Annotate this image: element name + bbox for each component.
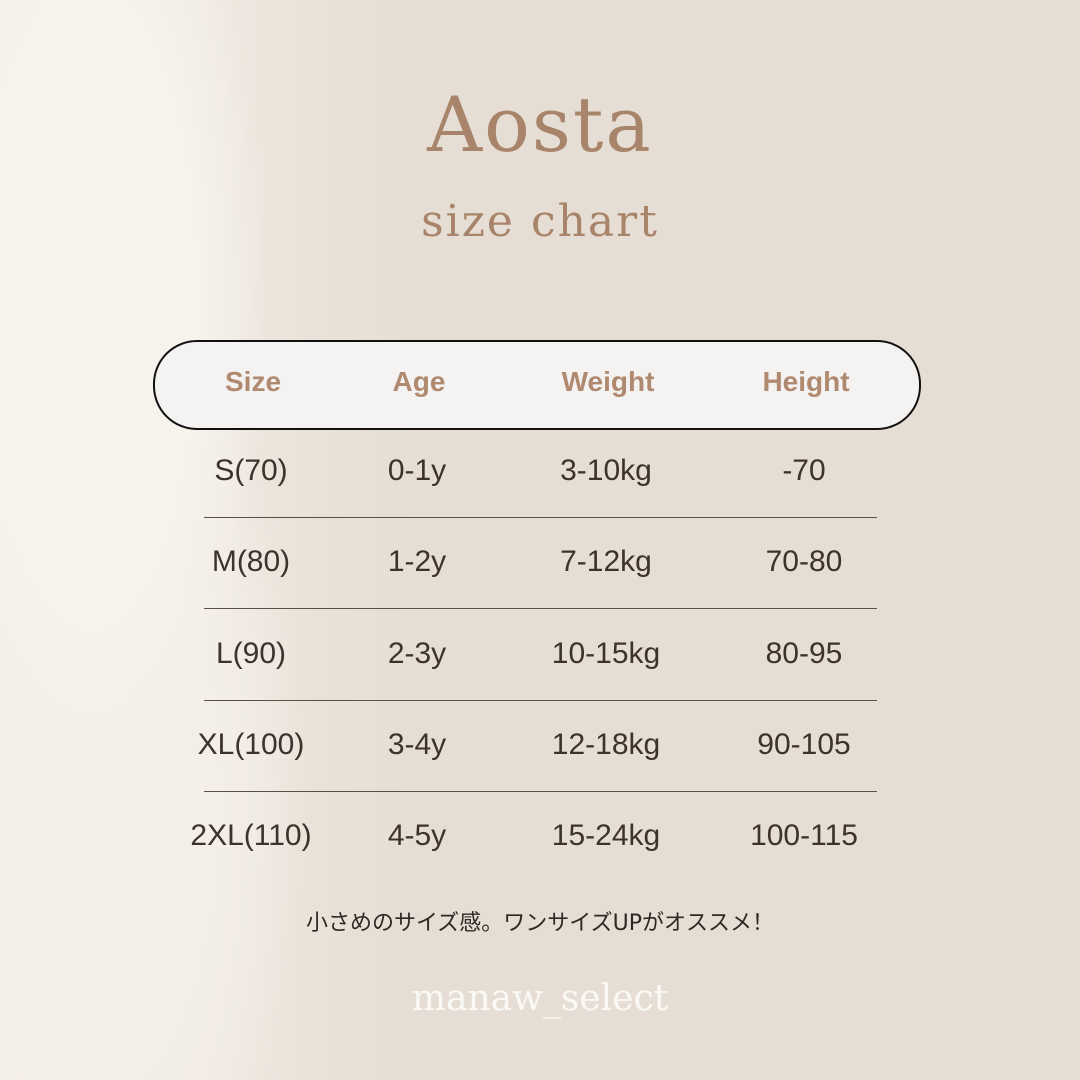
cell-weight: 15-24kg [551, 819, 661, 853]
footer-handle: manaw_select [411, 978, 669, 1019]
cell-height: -70 [782, 454, 826, 487]
cell-size: S(70) [214, 454, 288, 487]
cell-size: L(90) [215, 636, 287, 670]
table-row: L(90) 2-3y 10-15kg 80-95 [0, 637, 1080, 677]
table-row: S(70) 0-1y 3-10kg -70 [0, 454, 1080, 494]
row-divider [204, 608, 877, 610]
header-weight: Weight [561, 366, 655, 397]
header-height: Height [762, 366, 850, 397]
header-age: Age [392, 366, 446, 397]
cell-age: 2-3y [387, 636, 447, 670]
cell-size: M(80) [211, 545, 291, 579]
table-header: Size Age Weight Height [153, 340, 921, 430]
cell-weight: 12-18kg [551, 727, 661, 761]
table-row: M(80) 1-2y 7-12kg 70-80 [0, 545, 1080, 585]
row-divider [204, 517, 877, 518]
cell-height: 90-105 [757, 727, 851, 761]
cell-weight: 3-10kg [560, 454, 652, 487]
cell-age: 1-2y [387, 545, 447, 579]
subtitle: size chart [421, 196, 659, 247]
cell-size: XL(100) [197, 727, 305, 761]
cell-height: 100-115 [750, 819, 858, 853]
row-divider [204, 790, 877, 792]
header-size: Size [224, 366, 282, 397]
row-divider [204, 699, 877, 701]
cell-size: 2XL(110) [190, 819, 312, 853]
table-row: 2XL(110) 4-5y 15-24kg 100-115 [0, 819, 1080, 859]
size-note: 小さめのサイズ感。ワンサイズUPがオススメ！ [305, 911, 775, 936]
cell-age: 4-5y [387, 819, 447, 853]
cell-weight: 7-12kg [560, 545, 652, 579]
cell-height: 70-80 [765, 545, 843, 579]
cell-height: 80-95 [765, 636, 843, 670]
cell-age: 0-1y [387, 454, 447, 487]
cell-age: 3-4y [387, 727, 447, 761]
brand-title: Aosta [427, 80, 653, 169]
cell-weight: 10-15kg [551, 636, 661, 670]
table-row: XL(100) 3-4y 12-18kg 90-105 [0, 728, 1080, 768]
